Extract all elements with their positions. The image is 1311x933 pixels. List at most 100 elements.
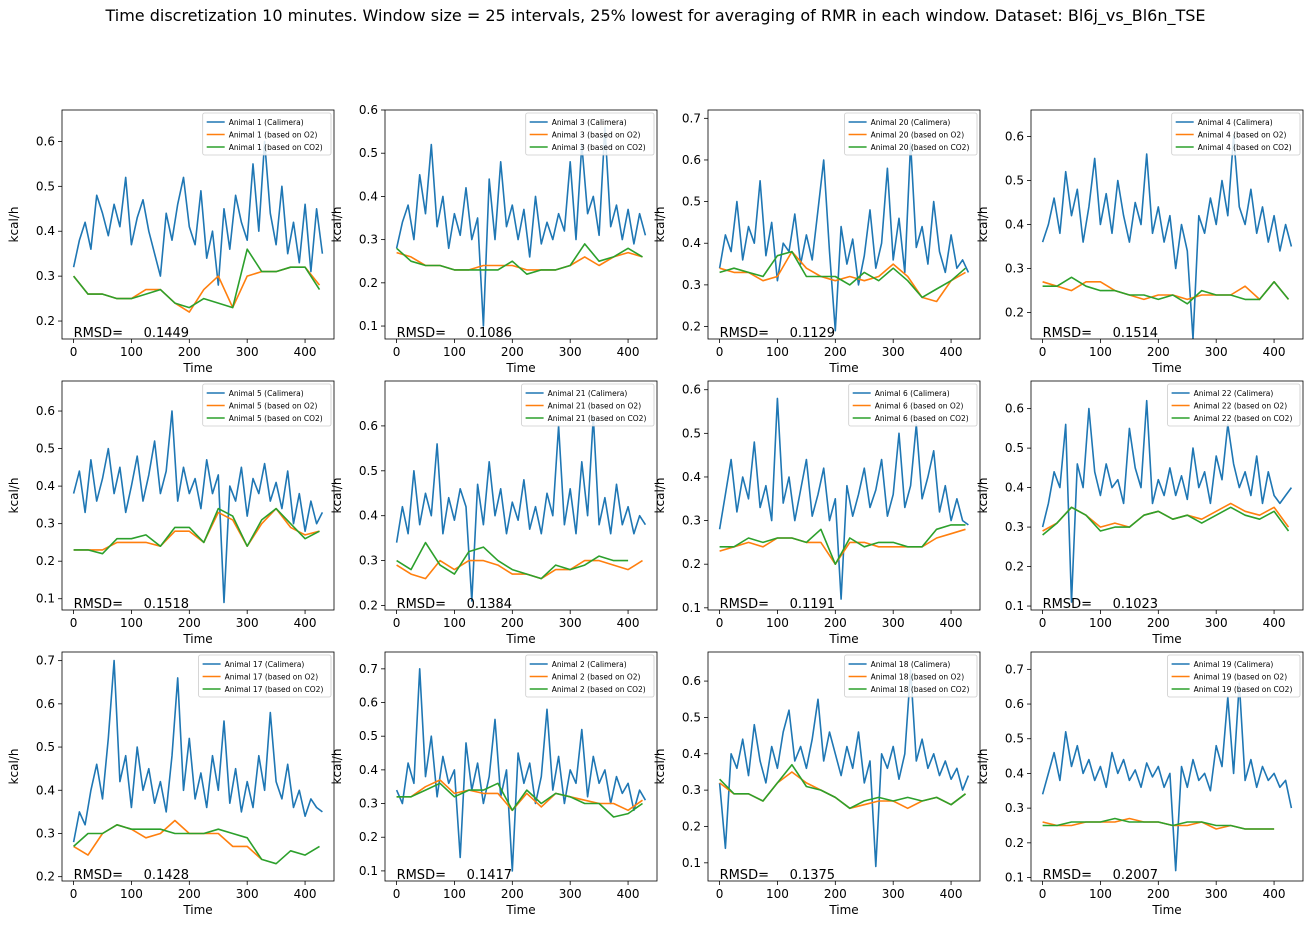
plot-frame xyxy=(61,651,335,882)
plot-frame xyxy=(384,109,658,340)
series-line-calimera xyxy=(72,659,323,843)
x-tick-label: 0 xyxy=(393,616,401,630)
rmsd-value: 0.1518 xyxy=(144,597,190,612)
rmsd-label: RMSD= xyxy=(397,597,446,612)
series-line-co2 xyxy=(719,524,966,566)
legend-box xyxy=(1167,383,1301,427)
x-tick-label: 0 xyxy=(393,887,401,901)
legend-box xyxy=(202,383,332,427)
x-tick-label: 300 xyxy=(1205,616,1228,630)
y-tick-label: 0.5 xyxy=(682,426,701,440)
y-tick-label: 0.7 xyxy=(1005,662,1024,676)
y-tick-label: 0.4 xyxy=(359,189,378,203)
legend-entry: Animal 5 (Calimera) xyxy=(229,389,304,398)
y-axis-label: kcal/h xyxy=(976,749,990,785)
y-tick-label: 0.6 xyxy=(682,153,701,167)
legend: Animal 3 (Calimera) Animal 3 (based on O2… xyxy=(525,112,655,156)
y-tick-label: 0.1 xyxy=(359,864,378,878)
y-tick-label: 0.6 xyxy=(36,404,55,418)
x-tick-label: 300 xyxy=(559,887,582,901)
y-tick-label: 0.4 xyxy=(36,224,55,238)
y-axis-label: kcal/h xyxy=(976,207,990,243)
x-tick-label: 200 xyxy=(178,887,201,901)
x-axis-label: Time xyxy=(505,632,535,646)
legend-entry: Animal 1 (based on CO2) xyxy=(229,143,323,152)
series-line-o2 xyxy=(719,528,966,566)
series-line-co2 xyxy=(719,250,967,299)
figure-title: Time discretization 10 minutes. Window s… xyxy=(105,6,1206,25)
rmsd-value: 0.1023 xyxy=(1113,597,1159,612)
y-tick-label: 0.4 xyxy=(36,783,55,797)
series-line-calimera xyxy=(718,142,970,332)
legend-box xyxy=(844,654,978,698)
plot-frame xyxy=(707,380,981,611)
series-line-co2 xyxy=(1042,506,1290,536)
series-line-calimera xyxy=(718,669,970,868)
legend-entry: Animal 20 (based on CO2) xyxy=(871,143,970,152)
plot-frame xyxy=(61,380,335,611)
y-tick-label: 0.3 xyxy=(1005,262,1024,276)
x-tick-label: 200 xyxy=(178,616,201,630)
legend-entry: Animal 17 (Calimera) xyxy=(225,660,305,669)
rmsd-value: 0.1086 xyxy=(467,326,513,341)
y-tick-label: 0.3 xyxy=(359,797,378,811)
series-line-o2 xyxy=(396,559,643,580)
x-tick-label: 0 xyxy=(70,345,78,359)
y-tick-label: 0.1 xyxy=(36,592,55,606)
rmsd-value: 0.1384 xyxy=(467,597,513,612)
y-tick-label: 0.3 xyxy=(1005,801,1024,815)
legend-entry: Animal 2 (based on O2) xyxy=(552,673,641,682)
series-line-calimera xyxy=(72,140,324,286)
plot-frame xyxy=(707,651,981,882)
y-tick-label: 0.2 xyxy=(36,314,55,328)
x-tick-label: 200 xyxy=(824,345,847,359)
x-tick-label: 400 xyxy=(617,887,640,901)
legend-box xyxy=(202,112,332,156)
rmsd-value: 0.2007 xyxy=(1113,868,1159,883)
x-tick-label: 400 xyxy=(617,616,640,630)
y-axis-label: kcal/h xyxy=(653,207,667,243)
plot-frame xyxy=(61,109,335,340)
x-tick-label: 200 xyxy=(501,616,524,630)
rmsd-label: RMSD= xyxy=(397,326,446,341)
x-tick-label: 100 xyxy=(766,887,789,901)
subplot-6: 0 100 200 300 400 0.2 0.3 0.4 0.5 0.6 Time kcal/h RM… xyxy=(330,380,658,646)
legend-entry: Animal 2 (based on CO2) xyxy=(552,685,646,694)
rmsd-label: RMSD= xyxy=(1043,597,1092,612)
x-tick-label: 100 xyxy=(1089,887,1112,901)
y-tick-label: 0.2 xyxy=(1005,560,1024,574)
y-tick-label: 0.5 xyxy=(36,442,55,456)
x-tick-label: 400 xyxy=(294,887,317,901)
x-tick-label: 0 xyxy=(1039,887,1047,901)
x-tick-label: 200 xyxy=(1147,616,1170,630)
series-line-calimera xyxy=(1041,399,1293,603)
legend-entry: Animal 3 (based on O2) xyxy=(552,131,641,140)
x-tick-label: 200 xyxy=(501,345,524,359)
y-tick-label: 0.5 xyxy=(359,464,378,478)
rmsd-label: RMSD= xyxy=(1043,326,1092,341)
x-axis-label: Time xyxy=(1151,632,1181,646)
x-tick-label: 200 xyxy=(1147,345,1170,359)
x-axis-label: Time xyxy=(182,361,212,375)
y-tick-label: 0.6 xyxy=(359,103,378,117)
y-tick-label: 0.5 xyxy=(682,195,701,209)
series-line-calimera xyxy=(395,416,647,602)
x-tick-label: 300 xyxy=(236,887,259,901)
legend: Animal 22 (Calimera) Animal 22 (based on … xyxy=(1167,383,1301,427)
x-tick-label: 0 xyxy=(716,887,724,901)
y-tick-label: 0.6 xyxy=(682,383,701,397)
y-tick-label: 0.2 xyxy=(36,870,55,884)
x-tick-label: 0 xyxy=(716,345,724,359)
legend-entry: Animal 17 (based on CO2) xyxy=(225,685,324,694)
x-tick-label: 100 xyxy=(766,616,789,630)
legend-entry: Animal 18 (Calimera) xyxy=(871,660,951,669)
legend-box xyxy=(525,112,655,156)
legend-entry: Animal 19 (based on O2) xyxy=(1194,673,1288,682)
x-tick-label: 400 xyxy=(1263,345,1286,359)
plot-frame xyxy=(384,651,658,882)
subplot-3: 0 100 200 300 400 0.2 0.3 0.4 0.5 0.6 0.7 Time kcal/… xyxy=(653,109,981,375)
legend-entry: Animal 4 (based on CO2) xyxy=(1198,143,1292,152)
subplot-7: 0 100 200 300 400 0.1 0.2 0.3 0.4 0.5 0.6 Time kcal/… xyxy=(653,380,981,646)
x-tick-label: 0 xyxy=(716,616,724,630)
x-tick-label: 400 xyxy=(617,345,640,359)
